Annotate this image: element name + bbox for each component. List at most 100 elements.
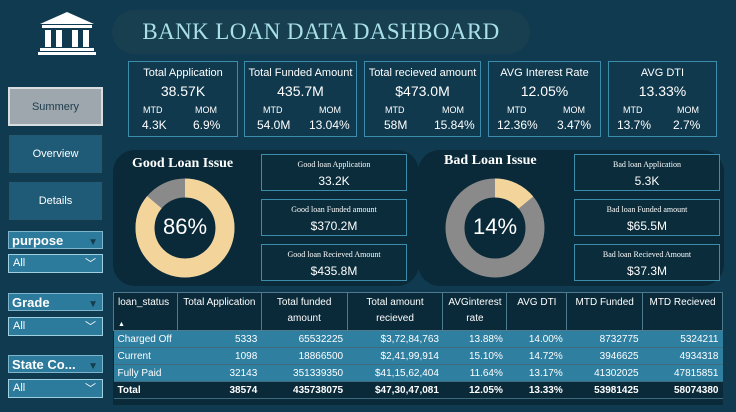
kpi-value: 12.05% [520, 83, 569, 99]
chevron-down-icon: ▼ [88, 237, 98, 248]
page-title: BANK LOAN DATA DASHBOARD [112, 10, 530, 54]
kpi-total-received-amount: Total recieved amount $473.0M MTD MOM 58… [364, 61, 481, 137]
purpose-slicer-label: purpose [12, 233, 64, 248]
card-title: Good loan Application [297, 160, 371, 169]
good-loan-percent: 86% [162, 214, 208, 239]
kpi-mom-value: 6.9% [193, 118, 221, 132]
table-row[interactable]: Fully Paid 32143 351339350 $41,15,62,404 11… [113, 364, 723, 382]
kpi-mtd-value: 13.7% [617, 118, 652, 132]
column-header-avg-dti[interactable]: AVG DTI [506, 292, 568, 331]
chevron-down-icon: ▼ [88, 361, 98, 372]
kpi-mtd-label: MTD [507, 105, 527, 115]
good-loan-title: Good Loan Issue [132, 156, 234, 171]
page-title-text: BANK LOAN DATA DASHBOARD [142, 19, 500, 44]
sort-ascending-icon[interactable]: ▲ [118, 321, 125, 328]
kpi-mom-value: 3.47% [557, 118, 592, 132]
kpi-value: 13.33% [638, 83, 687, 99]
chevron-down-icon: ﹀ [85, 258, 96, 270]
chevron-down-icon: ﹀ [85, 321, 96, 333]
card-value: $435.8M [310, 264, 358, 278]
state-selected-value: All [13, 382, 26, 394]
nav-details-button[interactable]: Details [8, 181, 103, 221]
kpi-mom-value: 2.7% [673, 118, 701, 132]
purpose-selected-value: All [13, 257, 26, 269]
kpi-mtd-label: MTD [623, 105, 643, 115]
kpi-mom-label: MOM [442, 105, 464, 115]
kpi-mom-label: MOM [677, 105, 699, 115]
state-dropdown[interactable]: All ﹀ [8, 379, 103, 398]
kpi-mtd-label: MTD [143, 105, 163, 115]
good-loan-application-card: Good loan Application 33.2K [261, 154, 407, 191]
column-header-total-received[interactable]: Total amount recieved [346, 292, 444, 331]
state-slicer-label: State Co... [12, 357, 76, 372]
chevron-down-icon: ▼ [88, 299, 98, 310]
bad-loan-funded-card: Bad loan Funded amount $65.5M [574, 199, 720, 236]
grade-dropdown[interactable]: All ﹀ [8, 317, 103, 336]
grade-slicer-label: Grade [12, 295, 50, 310]
kpi-mtd-value: 12.36% [497, 118, 538, 132]
column-header-total-funded[interactable]: Total funded amount [260, 292, 348, 331]
grade-selected-value: All [13, 320, 26, 332]
kpi-title: Total Funded Amount [248, 67, 353, 79]
chevron-down-icon: ﹀ [85, 383, 96, 395]
nav-summery-label: Summery [31, 100, 80, 113]
column-header-avg-interest[interactable]: AVGinterest rate [442, 292, 508, 331]
card-title: Good loan Recieved Amount [287, 250, 381, 259]
card-value: $37.3M [626, 264, 668, 278]
good-loan-donut-fill [135, 178, 235, 278]
table-row[interactable]: Charged Off 5333 65532225 $3,72,84,763 13.8… [113, 330, 723, 348]
kpi-mom-label: MOM [195, 105, 217, 115]
card-title: Good loan Funded amount [291, 205, 377, 214]
bad-loan-percent: 14% [472, 214, 518, 239]
nav-details-label: Details [38, 195, 73, 207]
kpi-avg-dti: AVG DTI 13.33% MTD MOM 13.7% 2.7% [608, 61, 717, 137]
kpi-mtd-value: 58M [384, 118, 408, 132]
kpi-total-application: Total Application 38.57K MTD MOM 4.3K 6.… [128, 61, 238, 137]
good-loan-donut[interactable] [122, 176, 248, 280]
kpi-mom-value: 15.84% [434, 118, 475, 132]
kpi-mtd-label: MTD [385, 105, 405, 115]
kpi-value: 435.7M [277, 83, 324, 99]
good-loan-received-card: Good loan Recieved Amount $435.8M [261, 244, 407, 281]
bad-loan-donut[interactable] [432, 176, 558, 280]
loan-status-table: loan_status Total Application Total fund… [113, 292, 723, 405]
card-value: $65.5M [626, 219, 668, 233]
card-value: 5.3K [634, 174, 660, 188]
card-title: Bad loan Funded amount [606, 205, 688, 214]
bank-icon [38, 12, 96, 55]
purpose-dropdown[interactable]: All ﹀ [8, 254, 103, 273]
kpi-mtd-label: MTD [263, 105, 283, 115]
kpi-mom-label: MOM [563, 105, 585, 115]
nav-overview-button[interactable]: Overview [8, 134, 103, 174]
bad-loan-donut-fill [445, 178, 545, 278]
column-header-total-application[interactable]: Total Application [176, 292, 262, 331]
kpi-mtd-value: 4.3K [142, 118, 167, 132]
table-row[interactable]: Current 1098 18866500 $2,41,99,914 15.10% 14… [113, 347, 723, 365]
table-header-row: loan_status Total Application Total fund… [113, 292, 723, 331]
nav-summery-button[interactable]: Summery [8, 87, 103, 126]
kpi-title: AVG Interest Rate [500, 67, 589, 79]
column-header-mtd-received[interactable]: MTD Recieved [642, 292, 723, 331]
kpi-value: 38.57K [160, 83, 206, 99]
good-loan-funded-card: Good loan Funded amount $370.2M [261, 199, 407, 236]
kpi-mom-value: 13.04% [309, 118, 350, 132]
grade-slicer-header[interactable]: Grade ▼ [8, 293, 103, 311]
loan-status-grid: loan_status Total Application Total fund… [113, 292, 723, 399]
kpi-total-funded-amount: Total Funded Amount 435.7M MTD MOM 54.0M… [244, 61, 357, 137]
kpi-value: $473.0M [395, 83, 450, 99]
column-header-loan-status[interactable]: loan_status [113, 292, 178, 331]
kpi-mom-label: MOM [319, 105, 341, 115]
kpi-title: Total recieved amount [368, 67, 477, 79]
purpose-slicer-header[interactable]: purpose ▼ [8, 231, 103, 249]
table-total-row: Total 38574 435738075 $47,30,47,081 12.05% 1… [113, 381, 723, 399]
kpi-mtd-value: 54.0M [257, 118, 291, 132]
bad-loan-title: Bad Loan Issue [444, 153, 537, 168]
state-slicer-header[interactable]: State Co... ▼ [8, 355, 103, 373]
kpi-title: AVG DTI [640, 67, 685, 79]
bad-loan-application-card: Bad loan Application 5.3K [574, 154, 720, 191]
column-header-mtd-funded[interactable]: MTD Funded [566, 292, 644, 331]
nav-overview-label: Overview [32, 148, 79, 160]
kpi-title: Total Application [143, 67, 223, 79]
card-title: Bad loan Application [613, 160, 681, 169]
card-title: Bad loan Recieved Amount [602, 250, 692, 259]
